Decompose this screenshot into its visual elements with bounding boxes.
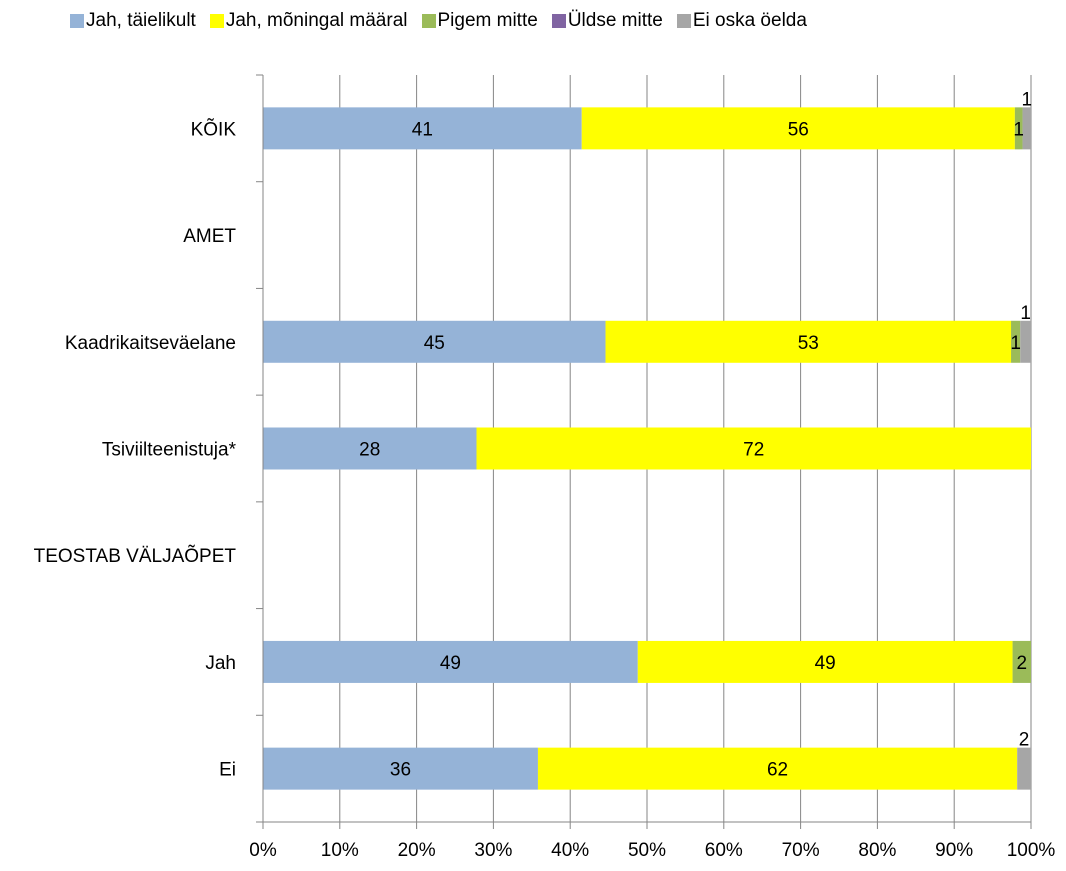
legend-item: Pigem mitte — [421, 10, 538, 32]
legend-label: Pigem mitte — [437, 10, 538, 31]
bar-segment — [605, 320, 1012, 363]
legend-item: Jah, mõningal määral — [209, 10, 408, 32]
x-tick-label: 60% — [705, 840, 743, 861]
bar-segment — [263, 747, 538, 790]
legend-label: Jah, mõningal määral — [225, 10, 408, 31]
bar-segment — [263, 107, 582, 150]
legend-label: Ei oska öelda — [692, 10, 807, 31]
bar-segment — [263, 427, 477, 470]
x-tick-label: 80% — [858, 840, 896, 861]
category-label: Ei — [219, 760, 236, 781]
bar-segment — [1014, 107, 1023, 150]
bar-segment — [1017, 747, 1031, 790]
data-label: 2 — [1016, 653, 1027, 674]
bar-segment — [263, 320, 606, 363]
x-tick-label: 40% — [551, 840, 589, 861]
category-label: TEOSTAB VÄLJAÕPET — [34, 545, 237, 567]
category-label: KÕIK — [191, 118, 237, 140]
data-label: 1 — [1020, 303, 1031, 324]
x-tick-label: 10% — [321, 840, 359, 861]
bar-segment — [1011, 320, 1021, 363]
legend-label: Üldse mitte — [567, 10, 663, 31]
category-label: Kaadrikaitseväelane — [65, 333, 236, 354]
legend-swatch — [421, 14, 436, 28]
data-label: 2 — [1019, 730, 1030, 751]
data-label: 41 — [412, 119, 433, 140]
legend-label: Jah, täielikult — [86, 10, 196, 31]
bar-segment — [263, 640, 638, 683]
data-label: 1 — [1013, 119, 1024, 140]
x-tick-label: 0% — [249, 840, 277, 861]
x-tick-label: 70% — [782, 840, 820, 861]
x-tick-label: 50% — [628, 840, 666, 861]
legend-swatch — [70, 14, 84, 28]
category-label: Tsiviilteenistuja* — [102, 440, 237, 461]
data-label: 49 — [440, 653, 461, 674]
category-label: AMET — [183, 226, 236, 247]
bar-segment — [637, 640, 1013, 683]
bar-segment — [476, 427, 1031, 470]
legend: Jah, täielikult Jah, mõningal määral Pigem… — [70, 8, 821, 34]
data-label: 56 — [788, 119, 809, 140]
x-tick-label: 100% — [1007, 840, 1056, 861]
bar-segment — [1020, 320, 1031, 363]
data-label: 49 — [815, 653, 836, 674]
bar-segment — [1012, 640, 1031, 683]
legend-item: Üldse mitte — [551, 10, 663, 32]
legend-item: Jah, täielikult — [70, 10, 196, 32]
data-label: 62 — [767, 760, 788, 781]
data-label: 1 — [1021, 89, 1032, 110]
bar-segment — [537, 747, 1018, 790]
data-label: 45 — [424, 333, 445, 354]
data-label: 53 — [798, 333, 819, 354]
data-label: 28 — [359, 440, 380, 461]
data-label: 36 — [390, 760, 411, 781]
x-tick-label: 90% — [935, 840, 973, 861]
category-label: Jah — [205, 653, 236, 674]
legend-swatch — [676, 14, 691, 28]
data-label: 1 — [1010, 333, 1021, 354]
legend-swatch — [551, 14, 566, 28]
x-tick-label: 30% — [474, 840, 512, 861]
bar-segment — [1022, 107, 1031, 150]
legend-item: Ei oska öelda — [676, 10, 807, 32]
legend-swatch — [209, 14, 224, 28]
bar-segment — [581, 107, 1015, 150]
x-tick-label: 20% — [398, 840, 436, 861]
data-label: 72 — [743, 440, 764, 461]
